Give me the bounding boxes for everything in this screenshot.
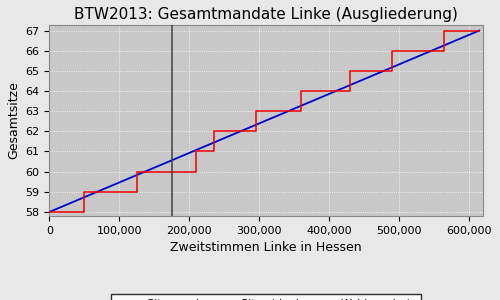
Sitze real (210, 150, 216, 153)
Y-axis label: Gesamtsitze: Gesamtsitze (7, 81, 20, 159)
Sitze real (193, 170, 199, 173)
Sitze real (298, 89, 304, 93)
Sitze real (134, 190, 140, 194)
Sitze real (82, 190, 87, 194)
Sitze real (252, 130, 258, 133)
Sitze real (82, 210, 87, 214)
Legend: Sitze real, Sitze ideal, Wahlergebnis: Sitze real, Sitze ideal, Wahlergebnis (111, 294, 421, 300)
Sitze real (347, 69, 353, 73)
Sitze real (193, 150, 199, 153)
Sitze real (134, 170, 140, 173)
Sitze real (210, 130, 216, 133)
Sitze real (442, 29, 448, 32)
Sitze real (389, 49, 395, 52)
Sitze real (46, 210, 52, 214)
Sitze real (476, 29, 482, 32)
Line: Sitze real: Sitze real (50, 31, 480, 212)
Sitze real (347, 89, 353, 93)
Sitze real (298, 110, 304, 113)
Title: BTW2013: Gesamtmandate Linke (Ausgliederung): BTW2013: Gesamtmandate Linke (Ausglieder… (74, 7, 458, 22)
Sitze real (252, 110, 258, 113)
Sitze real (389, 69, 395, 73)
X-axis label: Zweitstimmen Linke in Hessen: Zweitstimmen Linke in Hessen (170, 241, 362, 254)
Sitze real (442, 49, 448, 52)
